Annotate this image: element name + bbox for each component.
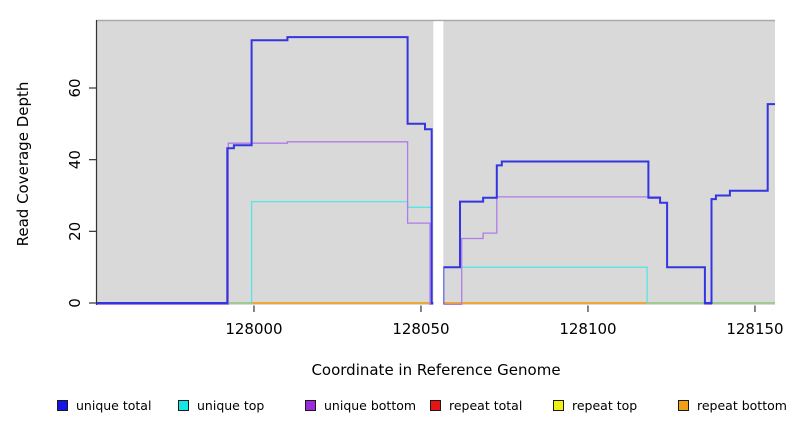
y-tick-label: 0 bbox=[66, 298, 84, 308]
legend-swatch-unique-top-icon bbox=[178, 399, 189, 411]
masked-region bbox=[433, 21, 444, 305]
y-tick-label: 60 bbox=[66, 78, 84, 97]
legend-item-repeat-bottom: repeat bottom bbox=[678, 396, 787, 414]
legend-item-repeat-total: repeat total bbox=[430, 396, 522, 414]
legend-item-unique-bottom: unique bottom bbox=[305, 396, 416, 414]
legend-swatch-unique-bottom-icon bbox=[305, 399, 316, 411]
legend-label: unique bottom bbox=[324, 397, 417, 413]
y-tick-label: 40 bbox=[66, 150, 84, 169]
legend-swatch-repeat-bottom-icon bbox=[678, 399, 689, 411]
legend-item-unique-top: unique top bbox=[178, 396, 264, 414]
legend-item-repeat-top: repeat top bbox=[553, 396, 637, 414]
legend-item-unique-total: unique total bbox=[57, 396, 151, 414]
coverage-plot-svg: 128000 128050 128100 128150 0 20 40 60 bbox=[66, 19, 784, 338]
y-axis-title: Read Coverage Depth bbox=[14, 81, 32, 247]
legend-swatch-repeat-top-icon bbox=[553, 399, 564, 411]
x-tick-label: 128050 bbox=[392, 320, 449, 338]
legend-swatch-repeat-total-icon bbox=[430, 399, 441, 411]
legend-label: repeat top bbox=[572, 397, 638, 413]
x-tick-label: 128150 bbox=[726, 320, 783, 338]
legend-label: unique top bbox=[197, 397, 265, 413]
legend: unique total unique top unique bottom re… bbox=[0, 396, 792, 414]
legend-label: unique total bbox=[76, 397, 152, 413]
x-tick-label: 128000 bbox=[225, 320, 282, 338]
series-unique-total bbox=[97, 36, 775, 304]
legend-label: repeat total bbox=[449, 397, 523, 413]
legend-swatch-unique-total-icon bbox=[57, 399, 68, 411]
legend-label: repeat bottom bbox=[697, 397, 787, 413]
x-tick-label: 128100 bbox=[559, 320, 616, 338]
x-axis-title: Coordinate in Reference Genome bbox=[311, 361, 561, 379]
y-tick-label: 20 bbox=[66, 222, 84, 241]
